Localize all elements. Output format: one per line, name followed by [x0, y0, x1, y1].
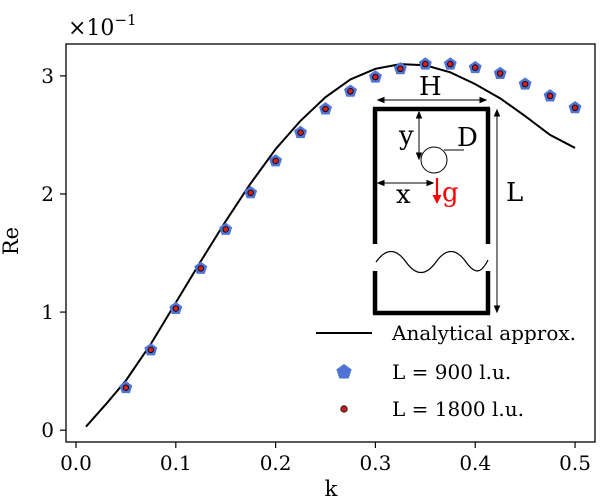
- l1800-point: [422, 60, 429, 68]
- x-tick-label: 0.3: [360, 451, 392, 475]
- label-L: L: [506, 178, 523, 208]
- l1800-point: [297, 129, 304, 136]
- legend-label: L = 1800 l.u.: [392, 397, 524, 421]
- l1800-point: [172, 305, 179, 312]
- l1800-point: [147, 346, 155, 354]
- analytical-approx-line: [85, 63, 576, 428]
- y-tick-label: 2: [41, 182, 54, 206]
- l1800-point: [447, 60, 454, 68]
- l1800-point: [571, 104, 579, 111]
- legend-label: L = 900 l.u.: [392, 360, 511, 384]
- y-tick-label: 1: [41, 300, 54, 324]
- l1800-point: [472, 64, 479, 71]
- legend-swatch-pentagon: [336, 364, 352, 379]
- plot-frame: [65, 43, 596, 443]
- l1800-point: [397, 65, 404, 73]
- l1800-point: [222, 226, 229, 233]
- x-tick-label: 0.2: [260, 451, 292, 475]
- x-axis-label: k: [325, 477, 338, 501]
- y-axis-label: Re: [0, 227, 23, 255]
- l1800-point: [496, 70, 504, 77]
- label-D: D: [457, 123, 478, 153]
- inset-diagram: H D y x g L: [372, 72, 523, 316]
- l1800-point: [347, 88, 354, 95]
- label-y: y: [398, 121, 414, 151]
- y-multiplier: ×10−1: [68, 11, 137, 41]
- y-tick-label: 3: [41, 64, 54, 88]
- y-tick-label: 0: [41, 418, 54, 442]
- label-H: H: [419, 72, 442, 102]
- legend: Analytical approx. L = 900 l.u. L = 1800 l…: [316, 321, 576, 421]
- break-wave: [375, 250, 489, 274]
- l1800-point: [247, 189, 254, 197]
- x-tick-label: 0.5: [559, 451, 591, 475]
- l1800-point: [122, 384, 130, 391]
- legend-swatch-circle: [340, 405, 348, 413]
- label-g: g: [442, 178, 459, 208]
- x-tick-label: 0.4: [459, 451, 491, 475]
- data-series: [85, 57, 582, 428]
- gravity-arrow: [432, 178, 442, 204]
- l1800-point: [372, 73, 379, 81]
- l1800-point: [521, 80, 529, 88]
- legend-label: Analytical approx.: [391, 321, 576, 345]
- l1800-point: [197, 265, 204, 272]
- l1800-point: [322, 105, 329, 113]
- axes: [65, 43, 596, 443]
- ticks: 0.0 0.1 0.2 0.3 0.4 0.5 0 1 2 3: [41, 64, 591, 475]
- label-x: x: [396, 180, 411, 210]
- l1800-point: [272, 157, 279, 165]
- x-tick-label: 0.0: [60, 451, 92, 475]
- l1800-point: [546, 92, 554, 100]
- particle: [420, 146, 448, 174]
- x-tick-label: 0.1: [160, 451, 192, 475]
